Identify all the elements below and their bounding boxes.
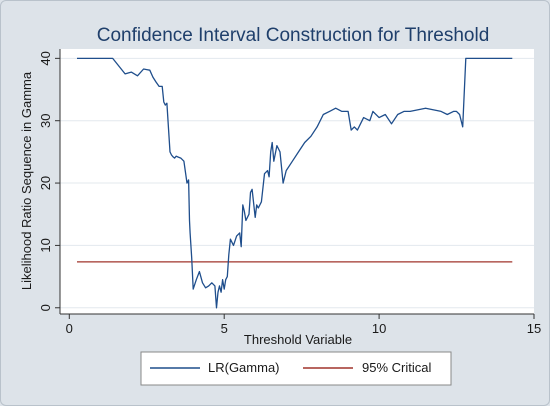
x-tick-label: 15 — [527, 321, 541, 336]
y-axis-label: Likelihood Ratio Sequence in Gamma — [19, 71, 34, 290]
y-axis: 0 10 20 30 40 — [38, 49, 61, 314]
legend-label-lr: LR(Gamma) — [208, 360, 280, 375]
chart-title: Confidence Interval Construction for Thr… — [97, 25, 490, 46]
lr-series — [77, 57, 513, 309]
x-axis-label: Threshold Variable — [244, 332, 352, 347]
gridlines — [60, 57, 534, 309]
plot-area — [60, 49, 534, 314]
y-tick-label: 10 — [38, 238, 53, 252]
x-tick-label: 5 — [221, 321, 228, 336]
x-tick-label: 0 — [66, 321, 73, 336]
x-axis: 0 5 10 15 — [60, 313, 541, 336]
y-tick-label: 0 — [38, 304, 53, 311]
legend-label-critical: 95% Critical — [362, 360, 431, 375]
lr-line — [77, 57, 513, 309]
y-tick-label: 20 — [38, 176, 53, 190]
y-tick-label: 40 — [38, 51, 53, 65]
y-tick-label: 30 — [38, 113, 53, 127]
x-tick-label: 10 — [372, 321, 386, 336]
